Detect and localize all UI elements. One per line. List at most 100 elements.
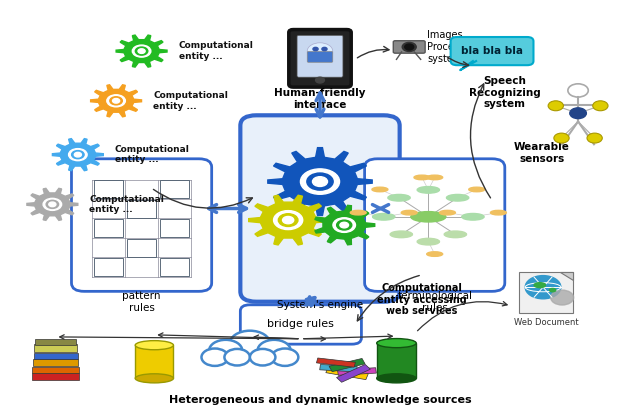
FancyArrowPatch shape <box>303 337 325 341</box>
Circle shape <box>300 169 340 194</box>
Circle shape <box>307 43 333 59</box>
Ellipse shape <box>462 214 484 220</box>
Ellipse shape <box>401 210 417 215</box>
FancyBboxPatch shape <box>326 367 369 379</box>
Circle shape <box>271 349 298 366</box>
FancyBboxPatch shape <box>329 359 365 372</box>
Circle shape <box>49 202 56 207</box>
Circle shape <box>250 349 275 365</box>
Circle shape <box>278 214 298 226</box>
FancyBboxPatch shape <box>520 272 573 313</box>
Text: Wearable
sensors: Wearable sensors <box>514 142 570 164</box>
Polygon shape <box>268 148 372 216</box>
Circle shape <box>107 95 125 107</box>
FancyBboxPatch shape <box>35 339 76 345</box>
Ellipse shape <box>377 339 416 348</box>
Ellipse shape <box>417 239 440 245</box>
Circle shape <box>113 98 120 103</box>
Text: Images
Processing
system: Images Processing system <box>427 30 479 63</box>
Circle shape <box>72 151 84 159</box>
FancyBboxPatch shape <box>127 239 156 256</box>
Ellipse shape <box>377 374 416 383</box>
Text: System's engine: System's engine <box>277 300 363 310</box>
Circle shape <box>230 331 270 357</box>
FancyArrowPatch shape <box>154 189 252 208</box>
Circle shape <box>587 133 602 143</box>
Circle shape <box>554 133 569 143</box>
FancyBboxPatch shape <box>94 180 123 198</box>
Ellipse shape <box>414 175 430 180</box>
FancyBboxPatch shape <box>94 219 123 237</box>
FancyBboxPatch shape <box>307 52 333 62</box>
Text: Computational
entity accessing
web services: Computational entity accessing web servi… <box>377 283 467 316</box>
FancyBboxPatch shape <box>297 35 343 77</box>
Circle shape <box>110 97 122 105</box>
Circle shape <box>313 48 318 51</box>
FancyBboxPatch shape <box>94 258 123 276</box>
Circle shape <box>132 45 151 57</box>
Polygon shape <box>249 195 328 245</box>
FancyArrowPatch shape <box>254 335 298 339</box>
Circle shape <box>74 152 81 157</box>
Circle shape <box>312 177 328 186</box>
Ellipse shape <box>549 289 556 292</box>
Text: Computational
entity ...: Computational entity ... <box>179 41 253 61</box>
FancyBboxPatch shape <box>135 345 173 378</box>
Polygon shape <box>27 188 78 220</box>
FancyBboxPatch shape <box>33 353 77 359</box>
Circle shape <box>225 349 250 365</box>
Ellipse shape <box>135 374 173 383</box>
Text: Heterogeneous and dynamic knowledge sources: Heterogeneous and dynamic knowledge sour… <box>169 395 471 405</box>
Polygon shape <box>52 138 103 171</box>
Ellipse shape <box>490 210 506 215</box>
Text: terminological
rules: terminological rules <box>397 291 472 313</box>
Ellipse shape <box>350 210 366 215</box>
Ellipse shape <box>444 231 467 238</box>
Circle shape <box>337 220 352 230</box>
Circle shape <box>68 148 87 161</box>
Polygon shape <box>460 61 476 70</box>
Polygon shape <box>315 205 375 245</box>
FancyArrowPatch shape <box>159 333 298 339</box>
FancyBboxPatch shape <box>160 180 189 198</box>
FancyBboxPatch shape <box>365 159 505 291</box>
FancyBboxPatch shape <box>160 258 189 276</box>
FancyArrowPatch shape <box>417 301 507 331</box>
FancyArrowPatch shape <box>372 205 388 212</box>
Text: Computational
entity ...: Computational entity ... <box>153 91 228 111</box>
Text: pattern
rules: pattern rules <box>122 291 161 313</box>
Ellipse shape <box>468 187 484 192</box>
FancyArrowPatch shape <box>357 276 419 321</box>
FancyBboxPatch shape <box>289 30 351 87</box>
FancyBboxPatch shape <box>127 200 156 218</box>
Circle shape <box>257 340 291 362</box>
Circle shape <box>404 44 413 50</box>
Ellipse shape <box>135 341 173 350</box>
Circle shape <box>209 340 243 362</box>
Circle shape <box>568 84 588 97</box>
Ellipse shape <box>440 210 456 215</box>
FancyArrowPatch shape <box>303 334 392 339</box>
Circle shape <box>340 222 349 228</box>
Circle shape <box>307 173 333 190</box>
Circle shape <box>46 200 59 208</box>
Circle shape <box>570 108 586 118</box>
FancyBboxPatch shape <box>320 364 357 372</box>
Circle shape <box>202 349 228 366</box>
FancyBboxPatch shape <box>337 368 376 375</box>
FancyBboxPatch shape <box>377 343 416 378</box>
Circle shape <box>322 48 327 51</box>
Circle shape <box>593 101 608 111</box>
Circle shape <box>333 218 355 232</box>
Circle shape <box>548 101 563 111</box>
Ellipse shape <box>372 214 395 220</box>
Text: Human-friendly
interface: Human-friendly interface <box>275 88 365 110</box>
FancyArrowPatch shape <box>357 46 389 58</box>
Text: bla bla bla: bla bla bla <box>461 46 523 56</box>
Text: Computational
entity ...: Computational entity ... <box>90 195 164 214</box>
FancyBboxPatch shape <box>241 305 362 344</box>
Text: Speech
Recognizing
system: Speech Recognizing system <box>469 76 541 109</box>
FancyBboxPatch shape <box>72 159 212 291</box>
Ellipse shape <box>427 175 443 180</box>
Circle shape <box>402 43 416 52</box>
